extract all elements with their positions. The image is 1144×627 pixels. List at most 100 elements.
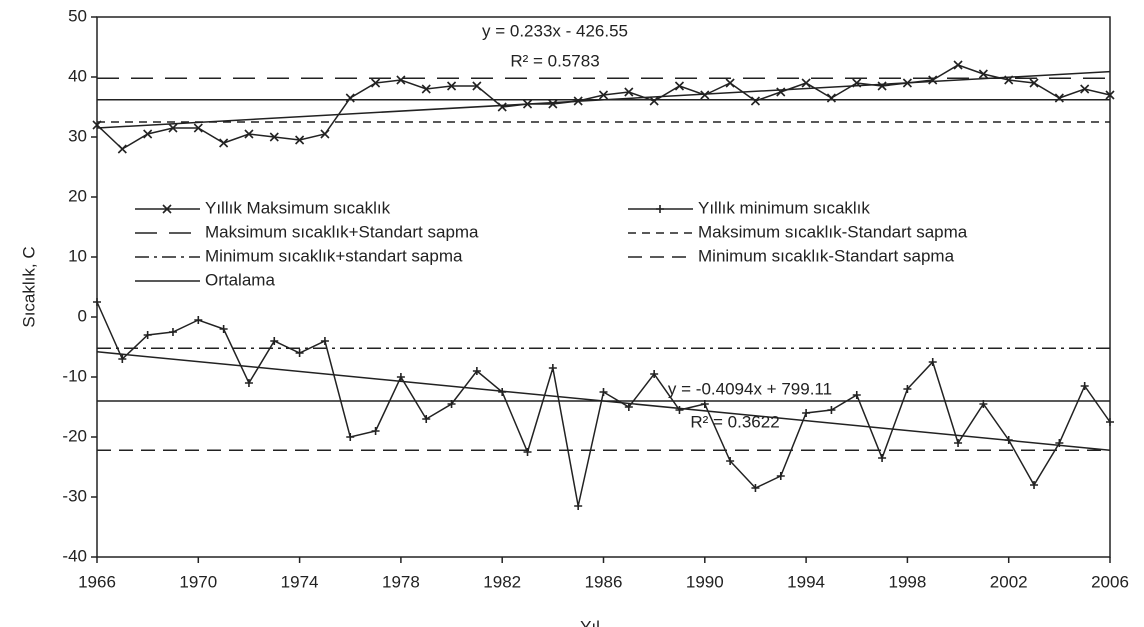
trend-r2: R² = 0.5783 [510, 51, 599, 70]
series-marker [1080, 84, 1090, 94]
series-marker [92, 120, 102, 130]
series-marker [421, 84, 431, 94]
series-marker [193, 123, 203, 133]
series-marker [143, 331, 152, 339]
series-marker [548, 99, 558, 109]
y-tick-label: -40 [62, 546, 87, 565]
x-tick-label: 2006 [1091, 572, 1129, 591]
series-marker [877, 81, 887, 91]
series-marker [826, 93, 836, 103]
legend-label: Minimum sıcaklık-Standart sapma [698, 246, 955, 265]
series-marker [598, 90, 609, 100]
y-tick-label: 20 [68, 186, 87, 205]
series-marker [726, 457, 735, 465]
series-marker [472, 81, 482, 91]
series-marker [497, 102, 507, 112]
trend-equation: y = 0.233x - 426.55 [482, 21, 628, 40]
y-tick-label: 30 [68, 126, 87, 145]
trend-line [96, 70, 1111, 129]
series-marker [447, 400, 456, 408]
legend-marker [656, 205, 664, 213]
y-tick-label: -30 [62, 486, 87, 505]
series-marker [270, 337, 279, 345]
legend-label: Yıllık minimum sıcaklık [698, 198, 870, 217]
series-marker [827, 406, 836, 414]
series-marker [422, 415, 431, 423]
x-tick-label: 1974 [281, 572, 319, 591]
y-tick-label: 0 [78, 306, 87, 325]
series-marker [928, 75, 938, 85]
series-marker [548, 364, 557, 372]
series-marker [244, 379, 253, 387]
series-marker [1004, 75, 1014, 85]
series-marker [776, 87, 786, 97]
legend-label: Minimum sıcaklık+standart sapma [205, 246, 463, 265]
legend-label: Maksimum sıcaklık-Standart sapma [698, 222, 968, 241]
legend-label: Maksimum sıcaklık+Standart sapma [205, 222, 479, 241]
series-marker [269, 132, 279, 142]
x-tick-label: 1990 [686, 572, 724, 591]
series-marker [751, 484, 760, 492]
series-marker [574, 502, 583, 510]
series-marker [725, 78, 735, 88]
series-marker [928, 358, 937, 366]
series-marker [219, 325, 228, 333]
series-marker [320, 129, 330, 139]
series-marker [295, 349, 304, 357]
x-tick-label: 2002 [990, 572, 1028, 591]
series-marker [903, 385, 912, 393]
trend-r2: R² = 0.3622 [690, 412, 779, 431]
series-marker [802, 409, 811, 417]
series-marker [345, 93, 355, 103]
series-marker [523, 448, 532, 456]
series-marker [1029, 78, 1039, 88]
series-marker [371, 427, 380, 435]
series-marker [117, 144, 127, 154]
y-tick-label: 10 [68, 246, 87, 265]
series-marker [396, 75, 406, 85]
series-marker [1105, 90, 1115, 100]
series-marker [750, 96, 761, 106]
series-marker [168, 123, 178, 133]
x-tick-label: 1998 [888, 572, 926, 591]
legend-label: Ortalama [205, 270, 275, 289]
x-tick-label: 1978 [382, 572, 420, 591]
x-tick-label: 1982 [483, 572, 521, 591]
series-marker [902, 78, 912, 88]
series-marker [371, 78, 381, 88]
series-marker [472, 367, 481, 375]
series-marker [700, 400, 709, 408]
series-line [96, 301, 1111, 507]
series-marker [878, 454, 887, 462]
x-tick-label: 1986 [585, 572, 623, 591]
series-marker [801, 78, 811, 88]
x-tick-label: 1970 [179, 572, 217, 591]
series-marker [852, 78, 862, 88]
legend-marker [162, 204, 172, 214]
series-marker [295, 135, 305, 145]
series-marker [522, 99, 533, 109]
trend-line [96, 351, 1111, 451]
series-marker [244, 129, 254, 139]
x-axis-label: Yıl [580, 617, 600, 627]
series-marker [624, 403, 633, 411]
series-marker [573, 96, 583, 106]
series-marker [498, 388, 507, 396]
series-marker [700, 90, 710, 100]
series-marker [852, 391, 861, 399]
series-marker [446, 81, 457, 91]
y-tick-label: -10 [62, 366, 87, 385]
series-marker [143, 129, 153, 139]
series-marker [599, 388, 608, 396]
x-tick-label: 1994 [787, 572, 825, 591]
series-marker [346, 433, 355, 441]
series-marker [954, 439, 963, 447]
series-marker [649, 96, 659, 106]
series-marker [320, 337, 329, 345]
series-marker [219, 138, 229, 148]
series-marker [1030, 481, 1039, 489]
series-marker [624, 87, 634, 97]
series-marker [1055, 439, 1064, 447]
x-tick-label: 1966 [78, 572, 116, 591]
